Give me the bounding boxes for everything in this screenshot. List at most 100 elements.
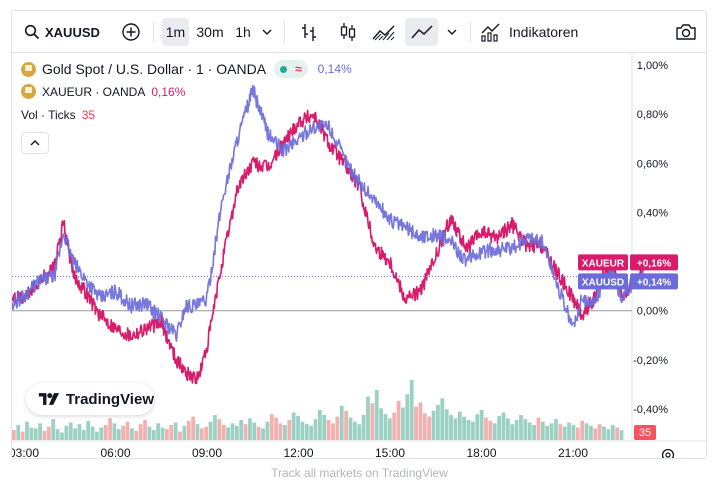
volume-bar — [103, 425, 108, 440]
volume-bar — [95, 431, 99, 440]
interval-30m[interactable]: 30m — [196, 24, 224, 40]
volume-bar — [226, 427, 230, 440]
chevron-down-icon — [262, 29, 272, 35]
gear-hub — [665, 452, 671, 458]
volume-bar — [208, 421, 213, 440]
volume-bar — [182, 425, 187, 440]
series-name-xaueur: XAUEUR — [582, 258, 625, 269]
compare-button[interactable] — [118, 18, 144, 46]
market-status-badge[interactable]: ≈ — [274, 60, 308, 78]
series-line-xaueur — [12, 109, 644, 385]
volume-bar — [296, 415, 300, 440]
volume-bar — [16, 425, 21, 440]
volume-bar — [357, 424, 362, 440]
interval-menu-button[interactable] — [259, 18, 275, 46]
volume-bar — [409, 380, 414, 440]
volume-bar — [300, 421, 305, 440]
footer-link[interactable]: Track all markets on TradingView — [271, 466, 448, 480]
volume-bar — [239, 420, 244, 440]
volume-bar — [374, 390, 379, 440]
candles-style-button[interactable] — [334, 18, 362, 46]
interval-1h[interactable]: 1h — [235, 24, 251, 40]
main-series-title: Gold Spot / U.S. Dollar · 1 · OANDA — [42, 61, 267, 77]
volume-bar — [147, 426, 152, 440]
volume-bar — [475, 414, 480, 440]
volume-bar — [571, 425, 576, 440]
volume-bar — [42, 430, 47, 440]
volume-bar — [86, 420, 91, 440]
series-value-tag-xauusd — [630, 273, 678, 290]
legend-volume[interactable]: Vol · Ticks 35 — [21, 108, 95, 122]
chart-style-menu-button[interactable] — [444, 18, 460, 46]
bar-style-button[interactable] — [295, 18, 323, 46]
series-value-tag-xaueur — [630, 254, 678, 271]
volume-bar — [335, 416, 340, 440]
interval-1m[interactable]: 1m — [162, 18, 189, 46]
volume-bar — [318, 410, 322, 440]
market-open-dot-icon — [280, 65, 288, 73]
indicators-icon — [481, 23, 500, 42]
volume-bar — [414, 406, 418, 440]
symbol-search-button[interactable]: XAUUSD — [20, 18, 104, 46]
area-style-button[interactable] — [369, 18, 399, 46]
snapshot-button[interactable] — [672, 18, 700, 46]
y-tick-label: -0,20% — [633, 355, 668, 367]
volume-bar — [523, 419, 528, 440]
volume-bar — [274, 417, 279, 440]
volume-bar — [339, 405, 344, 440]
volume-bar — [199, 428, 204, 440]
volume-bar — [348, 417, 353, 440]
volume-bar — [77, 424, 82, 440]
volume-bar — [130, 428, 134, 440]
volume-bar — [405, 394, 410, 440]
volume-bar — [440, 398, 445, 440]
tradingview-logo[interactable]: TradingView — [26, 383, 154, 415]
volume-bar — [33, 428, 38, 440]
volume-bar — [326, 420, 331, 440]
x-tick-label: 15:00 — [375, 446, 405, 458]
volume-value-tag-label: 35 — [639, 427, 651, 439]
volume-bar — [256, 426, 261, 440]
volume-bar — [195, 424, 200, 440]
volume-bar — [283, 425, 287, 440]
x-tick-label: 03:00 — [12, 446, 39, 458]
x-tick-label: 12:00 — [283, 446, 313, 458]
bar-chart-icon — [302, 24, 316, 41]
series-value-xauusd: +0,14% — [637, 277, 671, 288]
area-chart-icon — [372, 25, 395, 41]
volume-bar — [584, 423, 589, 440]
y-tick-label: 0,60% — [637, 158, 668, 170]
series-tag-xaueur: XAUEUR +0,16% — [578, 254, 678, 271]
line-style-button[interactable] — [405, 18, 438, 46]
volume-bar — [291, 412, 296, 440]
volume-bar — [545, 425, 550, 440]
volume-bar — [287, 420, 292, 440]
volume-bar — [68, 422, 73, 440]
settings-gear-icon[interactable] — [661, 448, 675, 459]
top-toolbar: XAUUSD 1m 30m 1h Indikatoren — [12, 11, 706, 53]
legend-compare[interactable]: XAUEUR · OANDA 0,16% — [21, 84, 185, 99]
legend-main[interactable]: Gold Spot / U.S. Dollar · 1 · OANDA ≈ 0,… — [21, 60, 352, 78]
volume-bar — [505, 418, 510, 440]
volume-bar — [309, 425, 314, 440]
volume-bar — [252, 422, 257, 440]
volume-bar — [278, 423, 283, 440]
tradingview-logo-icon — [38, 393, 60, 405]
volume-bar — [121, 425, 126, 440]
gear-ring — [661, 448, 675, 458]
legend-collapse-button[interactable] — [21, 132, 49, 154]
y-tick-label: 0,80% — [637, 109, 668, 121]
price-chart[interactable]: 1,00%0,80%0,60%0,40%0,20%0,00%-0,20%-0,4… — [12, 53, 706, 458]
x-tick-label: 21:00 — [558, 446, 588, 458]
volume-bar — [29, 427, 34, 440]
series-tag-xauusd: XAUUSD +0,14% — [578, 273, 678, 290]
volume-bar — [462, 416, 467, 440]
volume-bar — [575, 427, 580, 440]
volume-bar — [156, 423, 161, 440]
volume-bar — [191, 416, 195, 440]
indicators-button[interactable]: Indikatoren — [480, 18, 586, 46]
volume-bar — [602, 426, 606, 440]
main-series-change: 0,14% — [317, 62, 352, 76]
volume-bar — [392, 412, 397, 440]
volume-bar — [265, 421, 270, 440]
